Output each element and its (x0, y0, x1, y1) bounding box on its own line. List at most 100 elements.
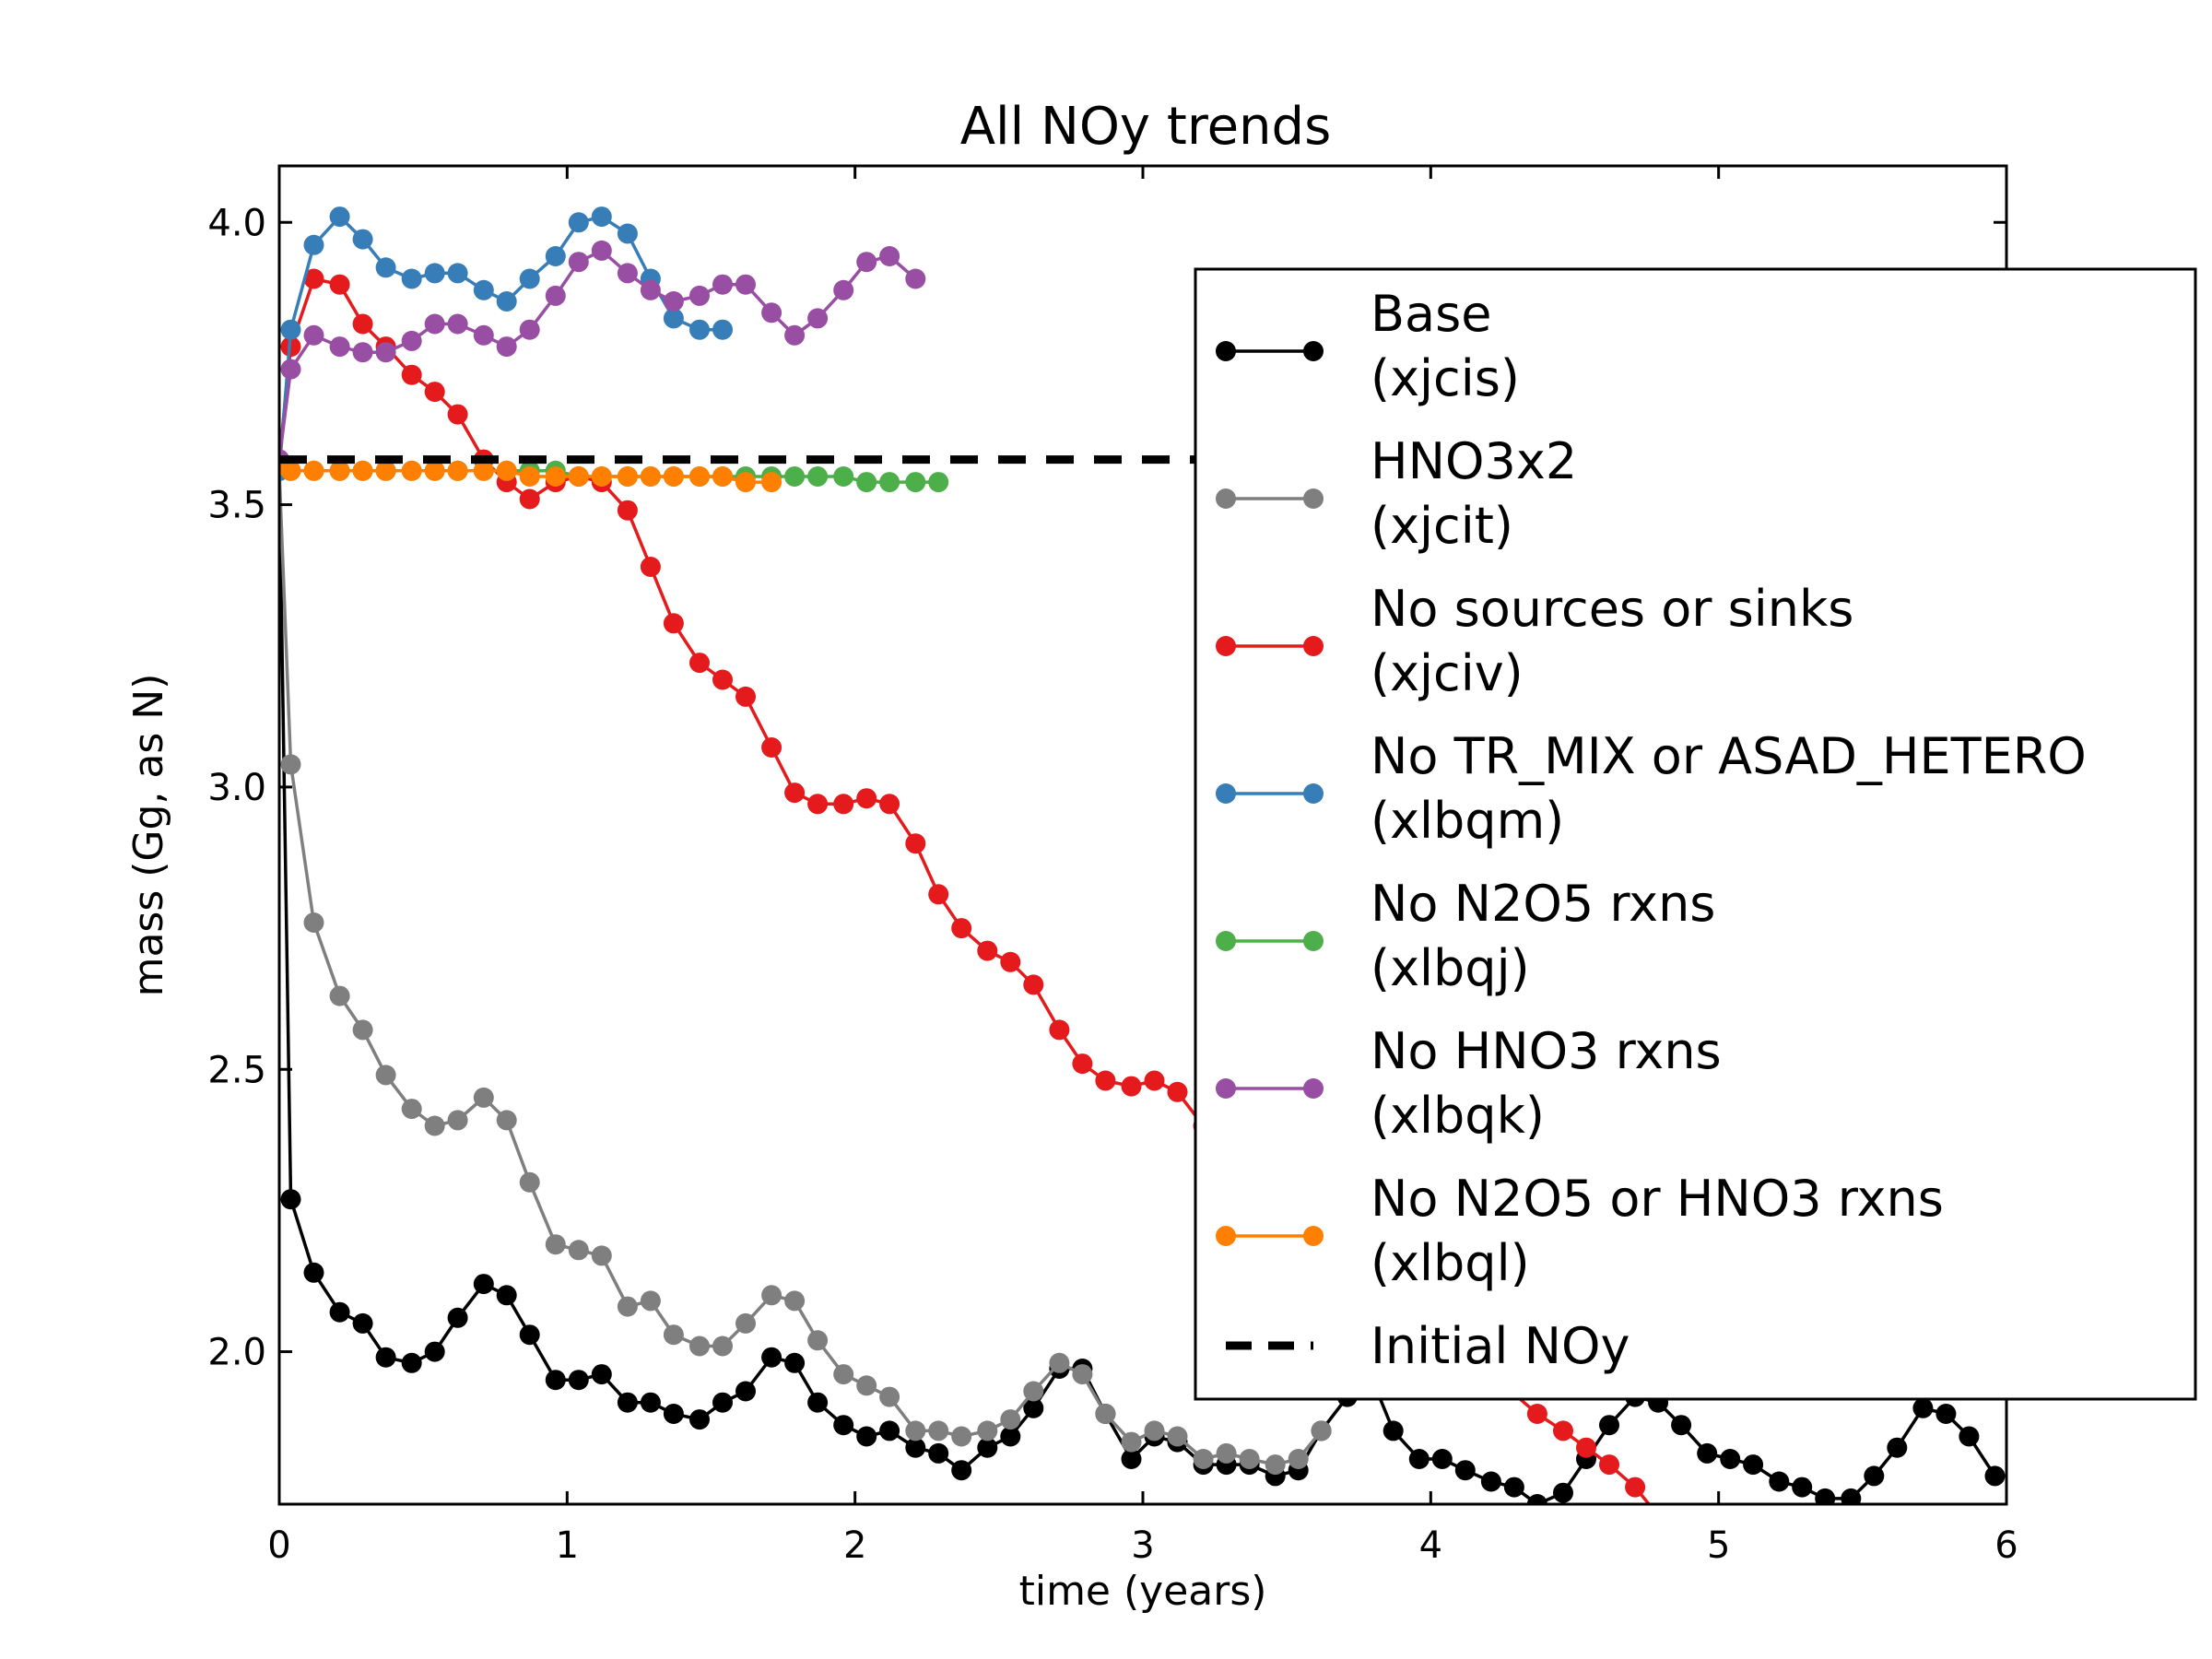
point-no-n2o5-or-hno3-rxns-4 (352, 460, 373, 481)
point-no-tr-mix-or-asad-hetero-12 (545, 246, 566, 266)
point-hno3x2-10 (496, 1110, 517, 1131)
point-no-hno3-rxns-20 (735, 274, 756, 295)
point-no-n2o5-or-hno3-rxns-19 (712, 466, 733, 487)
x-tick-label-1: 1 (556, 1524, 579, 1567)
legend-swatch-marker-left-base (1216, 341, 1236, 361)
legend-code-no-tr-mix-or-asad-hetero: (xlbqm) (1371, 792, 1564, 850)
legend-label-initial-noy: Initial NOy (1371, 1317, 1630, 1375)
legend-swatch-marker-right-hno3x2 (1303, 488, 1324, 509)
point-hno3x2-21 (761, 1285, 782, 1306)
point-no-tr-mix-or-asad-hetero-17 (663, 308, 684, 329)
point-base-9 (473, 1274, 494, 1295)
point-base-71 (1959, 1426, 1980, 1447)
point-no-hno3-rxns-21 (761, 302, 782, 324)
point-no-sources-or-sinks-35 (1095, 1070, 1116, 1091)
point-hno3x2-42 (1265, 1454, 1286, 1476)
point-base-28 (928, 1442, 949, 1464)
point-no-sources-or-sinks-32 (1023, 974, 1044, 995)
point-base-2 (303, 1262, 324, 1283)
x-tick-label-5: 5 (1707, 1524, 1730, 1567)
point-base-27 (905, 1437, 926, 1458)
point-no-tr-mix-or-asad-hetero-2 (303, 234, 324, 255)
point-no-n2o5-or-hno3-rxns-1 (280, 460, 301, 481)
point-no-hno3-rxns-22 (784, 324, 806, 346)
point-base-32 (1023, 1397, 1044, 1418)
point-no-n2o5-or-hno3-rxns-2 (303, 460, 324, 481)
point-base-72 (1984, 1465, 2006, 1487)
point-no-sources-or-sinks-42 (1576, 1437, 1596, 1458)
point-no-tr-mix-or-asad-hetero-15 (617, 223, 638, 244)
legend-swatch-marker-right-no-tr-mix-or-asad-hetero (1303, 783, 1324, 804)
point-no-n2o5-rxns-23 (807, 466, 829, 487)
point-base-15 (617, 1392, 638, 1413)
point-no-hno3-rxns-18 (689, 285, 710, 306)
point-no-hno3-rxns-3 (329, 336, 350, 358)
point-no-sources-or-sinks-37 (1144, 1070, 1165, 1091)
point-hno3x2-37 (1144, 1420, 1165, 1441)
point-no-n2o5-or-hno3-rxns-11 (519, 466, 540, 487)
point-no-sources-or-sinks-29 (951, 918, 972, 939)
point-base-53 (1526, 1494, 1547, 1504)
point-hno3x2-16 (640, 1290, 661, 1312)
point-base-26 (879, 1420, 900, 1441)
point-no-sources-or-sinks-20 (735, 686, 756, 707)
x-tick-label-6: 6 (1994, 1524, 2018, 1567)
point-no-hno3-rxns-12 (545, 285, 566, 306)
point-no-sources-or-sinks-6 (401, 364, 422, 385)
point-base-22 (784, 1352, 806, 1373)
point-base-10 (496, 1285, 517, 1306)
point-hno3x2-20 (735, 1312, 756, 1334)
legend-swatch-marker-right-base (1303, 341, 1324, 361)
series-no-tr-mix-or-asad-hetero (279, 206, 733, 481)
point-base-48 (1408, 1449, 1430, 1469)
legend-swatch-marker-left-no-n2o5-rxns (1216, 931, 1236, 951)
series-line-no-n2o5-or-hno3-rxns (279, 464, 772, 484)
point-hno3x2-8 (447, 1110, 468, 1131)
point-no-sources-or-sinks-22 (784, 782, 806, 804)
point-no-sources-or-sinks-40 (1526, 1404, 1547, 1424)
series-line-no-sources-or-sinks (279, 276, 1652, 1504)
point-no-sources-or-sinks-30 (977, 940, 998, 961)
point-hno3x2-33 (1049, 1352, 1070, 1373)
point-base-62 (1743, 1454, 1764, 1476)
point-no-n2o5-or-hno3-rxns-17 (663, 466, 684, 487)
point-no-n2o5-or-hno3-rxns-9 (473, 460, 494, 481)
point-no-tr-mix-or-asad-hetero-9 (473, 279, 494, 300)
point-no-n2o5-rxns-22 (784, 466, 806, 487)
point-base-6 (401, 1352, 422, 1373)
point-no-hno3-rxns-25 (856, 252, 877, 273)
point-no-hno3-rxns-23 (807, 308, 829, 329)
y-tick-label-0: 2.0 (207, 1332, 266, 1374)
legend-entries: Base (xjcis) HNO3x2 (xjcit) No sources or si… (1216, 285, 2087, 1375)
point-no-hno3-rxns-4 (352, 342, 373, 363)
point-no-sources-or-sinks-28 (928, 884, 949, 905)
point-hno3x2-7 (424, 1115, 445, 1136)
point-no-n2o5-or-hno3-rxns-15 (617, 466, 638, 487)
point-base-14 (591, 1364, 612, 1385)
x-tick-label-3: 3 (1131, 1524, 1154, 1567)
series-layer (279, 206, 2006, 1504)
legend-entry-no-tr-mix-or-asad-hetero: No TR_MIX or ASAD_HETERO (xlbqm) (1216, 727, 2087, 850)
point-hno3x2-25 (856, 1375, 877, 1396)
point-base-70 (1936, 1404, 1957, 1424)
point-no-n2o5-or-hno3-rxns-13 (568, 466, 589, 487)
point-no-tr-mix-or-asad-hetero-19 (712, 319, 733, 340)
point-hno3x2-1 (280, 754, 301, 775)
point-base-8 (447, 1307, 468, 1328)
point-hno3x2-28 (928, 1420, 949, 1441)
x-axis-label: time (years) (1019, 1568, 1267, 1615)
point-base-36 (1121, 1449, 1142, 1469)
point-no-hno3-rxns-16 (640, 279, 661, 300)
point-no-sources-or-sinks-36 (1121, 1076, 1142, 1097)
point-no-sources-or-sinks-23 (807, 794, 829, 815)
point-hno3x2-38 (1167, 1426, 1188, 1447)
point-hno3x2-9 (473, 1087, 494, 1108)
legend-label-no-sources-or-sinks: No sources or sinks (1371, 580, 1853, 638)
point-hno3x2-2 (303, 912, 324, 933)
legend-code-no-sources-or-sinks: (xjciv) (1371, 644, 1524, 702)
point-hno3x2-43 (1288, 1449, 1309, 1469)
legend-swatch-marker-right-no-sources-or-sinks (1303, 636, 1324, 656)
legend-entry-hno3x2: HNO3x2 (xjcit) (1216, 432, 1577, 555)
point-base-51 (1480, 1471, 1501, 1492)
point-base-19 (712, 1392, 733, 1413)
